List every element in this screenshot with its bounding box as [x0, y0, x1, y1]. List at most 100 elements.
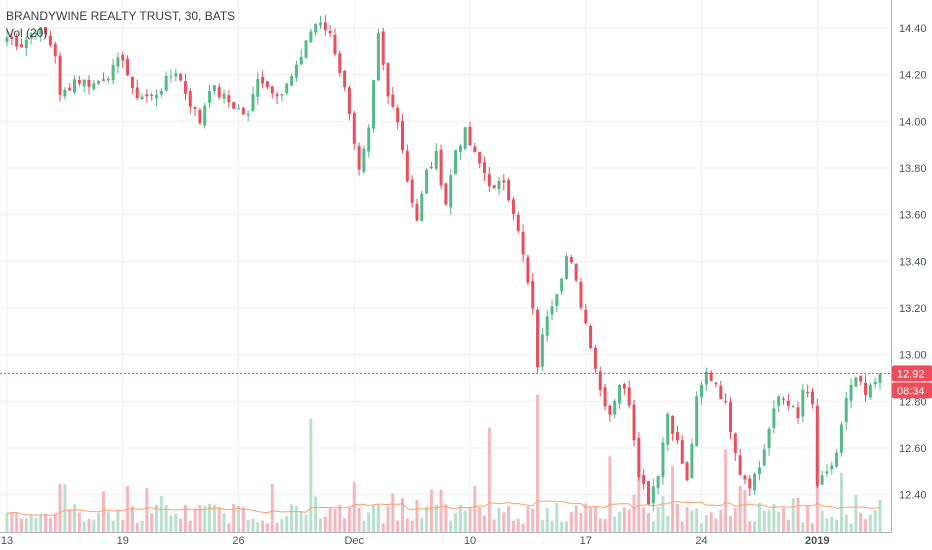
candle: [58, 52, 62, 102]
candle-body: [63, 89, 67, 97]
candle-body: [666, 413, 670, 445]
candle-body: [820, 475, 824, 485]
candle-body: [376, 33, 380, 81]
candle: [627, 380, 631, 409]
candle-body: [560, 278, 564, 292]
candle-body: [179, 73, 183, 81]
volume-bar: [603, 518, 607, 532]
candle: [507, 178, 511, 202]
candle-body: [661, 442, 665, 478]
volume-bar: [53, 513, 57, 532]
volume-bar: [878, 499, 882, 532]
price-tick-label: 13.80: [899, 163, 927, 175]
volume-bar: [569, 511, 573, 532]
candle: [835, 449, 839, 469]
volume-bar: [347, 507, 351, 532]
candle: [415, 198, 419, 222]
volume-bar: [550, 520, 554, 532]
volume-bar: [511, 520, 515, 532]
candle: [73, 75, 77, 95]
candle-body: [719, 385, 723, 400]
candle: [386, 62, 390, 105]
candle-body: [425, 169, 429, 194]
volume-bar: [48, 517, 52, 532]
candle-body: [675, 432, 679, 441]
candle: [106, 76, 110, 84]
volume-bar: [212, 504, 216, 532]
candle: [618, 384, 622, 409]
candle-body: [589, 325, 593, 349]
candle: [10, 33, 14, 46]
candle: [304, 39, 308, 59]
candle: [347, 85, 351, 121]
volume-bar: [183, 504, 187, 532]
volume-bar: [733, 507, 737, 532]
volume-bar: [323, 516, 327, 532]
candle-body: [174, 73, 178, 77]
candle: [743, 474, 747, 485]
candle: [473, 142, 477, 153]
price-tick-label: 12.80: [899, 396, 927, 408]
candle-body: [44, 26, 48, 34]
volume-bar: [376, 504, 380, 532]
volume-bar: [63, 484, 67, 532]
candle: [111, 58, 115, 85]
volume-bar: [5, 513, 9, 532]
candle-body: [304, 40, 308, 58]
volume-bar: [155, 504, 159, 532]
candle: [777, 394, 781, 412]
candle-body: [728, 402, 732, 432]
candle-body: [864, 382, 868, 396]
candle-body: [598, 371, 602, 390]
candle-body: [386, 63, 390, 97]
volume-bar: [24, 518, 28, 532]
candle: [198, 107, 202, 126]
candle-body: [468, 126, 472, 146]
candle: [237, 104, 241, 110]
volume-bar: [343, 518, 347, 532]
volume-bar: [704, 514, 708, 532]
volume-bar: [372, 504, 376, 532]
volume-bar: [188, 520, 192, 532]
time-axis[interactable]: 13 19 26 Dec 10 17 24 2019: [1, 535, 830, 547]
price-axis[interactable]: 12.40 12.60 12.80 13.00 13.20 13.40 13.60 13.80…: [899, 23, 927, 502]
volume-bar: [275, 522, 279, 532]
volume-bar: [757, 502, 761, 532]
candle-body: [126, 58, 130, 76]
candle: [53, 41, 57, 64]
volume-indicator-label[interactable]: Vol (20): [6, 26, 48, 40]
candle-body: [868, 385, 872, 398]
candle-body: [362, 148, 366, 173]
candle-body: [574, 264, 578, 281]
candle-body: [265, 81, 269, 87]
time-tick-label: 19: [117, 535, 129, 547]
volume-bar: [410, 520, 414, 532]
candle: [87, 75, 91, 95]
candle: [854, 376, 858, 387]
candle: [560, 277, 564, 296]
candle-body: [810, 391, 814, 404]
candle: [613, 398, 617, 419]
volume-bar: [222, 512, 226, 532]
candle-body: [188, 91, 192, 107]
candle-body: [786, 400, 790, 406]
volume-bar: [767, 509, 771, 532]
candle: [497, 176, 501, 196]
candle-body: [777, 396, 781, 406]
candle-body: [256, 78, 260, 97]
volume-bar: [10, 512, 14, 532]
candle-body: [164, 76, 168, 91]
volume-bar: [415, 500, 419, 532]
candle: [299, 49, 303, 66]
symbol-title[interactable]: BRANDYWINE REALTY TRUST, 30, BATS: [6, 9, 236, 23]
candle: [593, 345, 597, 374]
volume-bar: [622, 507, 626, 532]
candle: [757, 460, 761, 481]
volume-bar: [367, 512, 371, 532]
candle-body: [106, 78, 110, 81]
volume-bar: [352, 482, 356, 532]
volume-bar: [169, 515, 173, 532]
candle: [772, 400, 776, 434]
candle: [859, 375, 863, 386]
